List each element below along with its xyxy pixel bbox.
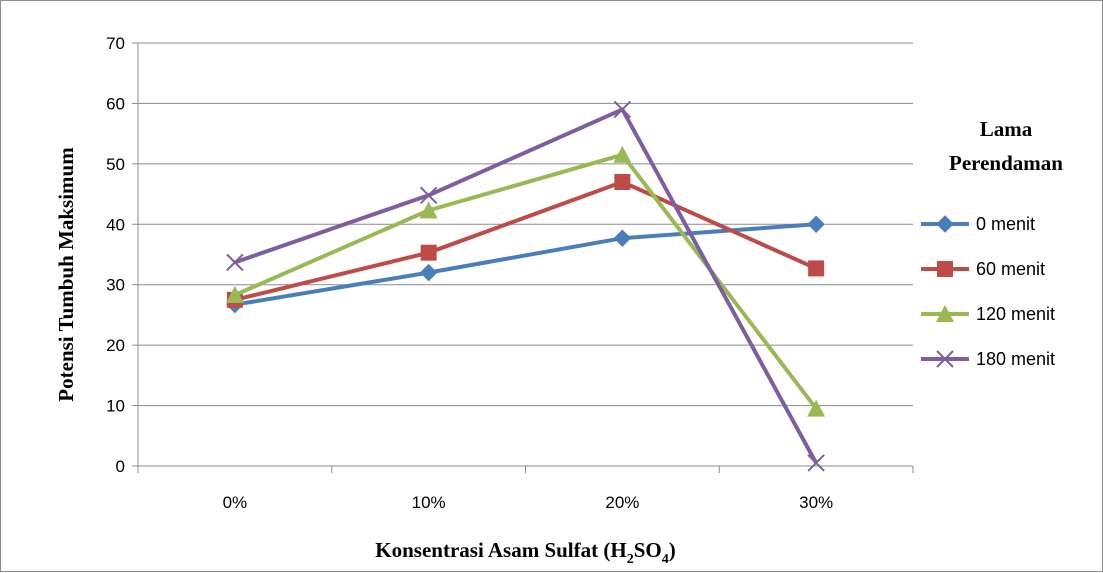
data-point bbox=[937, 261, 953, 277]
legend-label: 0 menit bbox=[976, 214, 1035, 234]
legend-label: 120 menit bbox=[976, 304, 1055, 324]
legend-item: 0 menit bbox=[921, 214, 1035, 234]
y-tick-label: 60 bbox=[106, 94, 125, 113]
x-axis-title-sub-2: 2 bbox=[627, 552, 634, 567]
y-tick-label: 20 bbox=[106, 336, 125, 355]
legend-label: 180 menit bbox=[976, 349, 1055, 369]
x-axis-title-main: Konsentrasi Asam Sulfat (H bbox=[375, 538, 626, 562]
data-point bbox=[613, 145, 632, 163]
data-point bbox=[419, 201, 438, 219]
y-tick-label: 50 bbox=[106, 155, 125, 174]
y-tick-label: 0 bbox=[116, 457, 125, 476]
data-point bbox=[807, 215, 825, 233]
data-point bbox=[936, 350, 954, 368]
data-point bbox=[613, 100, 632, 119]
legend: 0 menit 60 menit 120 menit 180 menit bbox=[921, 214, 1055, 369]
series-layer bbox=[225, 100, 826, 472]
series-line bbox=[234, 179, 817, 302]
x-tick-label: 30% bbox=[799, 493, 833, 512]
data-point bbox=[614, 173, 631, 190]
data-point bbox=[807, 454, 825, 472]
data-point bbox=[226, 253, 244, 272]
x-axis-title: Konsentrasi Asam Sulfat (H2SO4) bbox=[375, 538, 675, 567]
data-point bbox=[936, 215, 954, 233]
gridlines bbox=[138, 42, 913, 407]
legend-item: 180 menit bbox=[921, 349, 1055, 369]
y-tick-label: 70 bbox=[106, 34, 125, 53]
data-point bbox=[613, 229, 632, 247]
x-tick-label: 20% bbox=[605, 493, 639, 512]
series-60-menit bbox=[226, 173, 825, 308]
legend-item: 60 menit bbox=[921, 259, 1045, 279]
x-tick-label: 0% bbox=[223, 493, 248, 512]
x-axis-title-end: ) bbox=[669, 538, 676, 562]
series-120-menit bbox=[225, 145, 826, 417]
data-point bbox=[419, 186, 438, 204]
x-tick-label: 10% bbox=[412, 493, 446, 512]
y-tick-label: 30 bbox=[106, 276, 125, 295]
data-point bbox=[420, 244, 437, 261]
data-point bbox=[225, 285, 244, 303]
data-point bbox=[419, 263, 438, 282]
x-axis-title-so: SO bbox=[634, 538, 662, 562]
data-point bbox=[807, 399, 826, 417]
legend-title-line-1: Lama bbox=[980, 117, 1033, 141]
x-axis-title-sub-4: 4 bbox=[662, 552, 669, 567]
data-point bbox=[808, 260, 825, 277]
y-tick-label: 10 bbox=[106, 397, 125, 416]
y-axis-title: Potensi Tumbuh Maksimum bbox=[54, 147, 78, 402]
y-tick-label: 40 bbox=[106, 215, 125, 234]
legend-label: 60 menit bbox=[976, 259, 1045, 279]
data-point bbox=[936, 305, 954, 322]
series-180-menit bbox=[226, 100, 825, 472]
series-line bbox=[234, 107, 818, 464]
axes: 0 10 20 30 40 50 60 70 0% 10% 20% 30% bbox=[106, 34, 914, 512]
series-line bbox=[234, 152, 818, 410]
legend-title-line-2: Perendaman bbox=[949, 151, 1063, 175]
legend-item: 120 menit bbox=[921, 304, 1055, 324]
series-line bbox=[234, 222, 817, 307]
